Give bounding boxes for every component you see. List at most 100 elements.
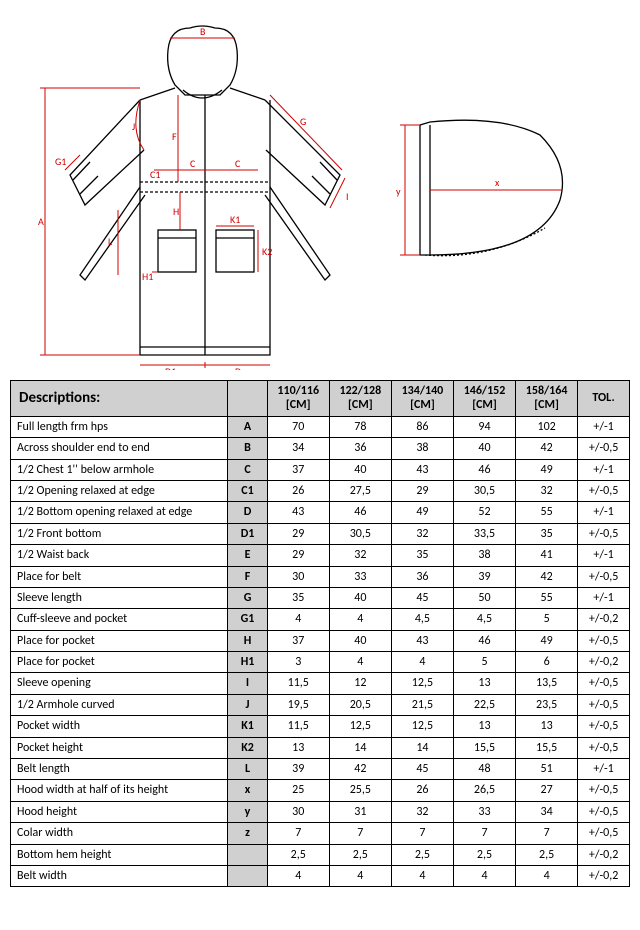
value-cell: 46 <box>329 502 391 523</box>
value-cell: 12,5 <box>391 716 453 737</box>
table-row: Place for pocketH134456+/-0,2 <box>11 652 630 673</box>
value-cell: 36 <box>329 438 391 459</box>
header-tol: TOL. <box>578 381 630 417</box>
value-cell: 37 <box>267 630 329 651</box>
table-row: Bottom hem height2,52,52,52,52,5+/-0,2 <box>11 844 630 865</box>
value-cell: 46 <box>453 459 515 480</box>
value-cell: 20,5 <box>329 694 391 715</box>
header-code-blank <box>228 381 267 417</box>
value-cell: 5 <box>516 609 578 630</box>
header-size-4: 158/164[CM] <box>516 381 578 417</box>
value-cell: 31 <box>329 801 391 822</box>
value-cell: 12 <box>329 673 391 694</box>
value-cell: 39 <box>267 759 329 780</box>
value-cell: 22,5 <box>453 694 515 715</box>
desc-cell: Belt length <box>11 759 228 780</box>
value-cell: 4 <box>391 865 453 886</box>
desc-cell: Pocket width <box>11 716 228 737</box>
table-body: Full length frm hpsA70788694102+/-1Acros… <box>11 416 630 887</box>
table-row: Sleeve openingI11,51212,51313,5+/-0,5 <box>11 673 630 694</box>
desc-cell: Colar width <box>11 823 228 844</box>
table-row: Colar widthz77777+/-0,5 <box>11 823 630 844</box>
value-cell: 2,5 <box>391 844 453 865</box>
value-cell: 26 <box>267 480 329 501</box>
tolerance-cell: +/-1 <box>578 459 630 480</box>
svg-text:A: A <box>38 215 44 228</box>
code-cell: B <box>228 438 267 459</box>
value-cell: 35 <box>267 587 329 608</box>
value-cell: 25,5 <box>329 780 391 801</box>
code-cell: K1 <box>228 716 267 737</box>
value-cell: 78 <box>329 416 391 437</box>
code-cell: F <box>228 566 267 587</box>
value-cell: 86 <box>391 416 453 437</box>
value-cell: 15,5 <box>516 737 578 758</box>
value-cell: 40 <box>329 630 391 651</box>
value-cell: 27,5 <box>329 480 391 501</box>
tolerance-cell: +/-0,5 <box>578 673 630 694</box>
code-cell <box>228 865 267 886</box>
table-header: Descriptions: 110/116[CM] 122/128[CM] 13… <box>11 381 630 417</box>
tolerance-cell: +/-0,5 <box>578 801 630 822</box>
value-cell: 4,5 <box>453 609 515 630</box>
tolerance-cell: +/-0,5 <box>578 780 630 801</box>
value-cell: 2,5 <box>329 844 391 865</box>
value-cell: 41 <box>516 545 578 566</box>
value-cell: 51 <box>516 759 578 780</box>
tolerance-cell: +/-0,5 <box>578 737 630 758</box>
table-row: 1/2 Armhole curvedJ19,520,521,522,523,5+… <box>11 694 630 715</box>
svg-text:x: x <box>495 176 500 189</box>
tolerance-cell: +/-0,5 <box>578 630 630 651</box>
svg-text:K2: K2 <box>262 245 272 258</box>
desc-cell: Place for pocket <box>11 652 228 673</box>
measurements-table: Descriptions: 110/116[CM] 122/128[CM] 13… <box>10 380 630 887</box>
value-cell: 26 <box>391 780 453 801</box>
svg-text:K1: K1 <box>230 213 240 226</box>
value-cell: 33 <box>329 566 391 587</box>
table-row: 1/2 Bottom opening relaxed at edgeD43464… <box>11 502 630 523</box>
value-cell: 30,5 <box>453 480 515 501</box>
desc-cell: 1/2 Front bottom <box>11 523 228 544</box>
tolerance-cell: +/-1 <box>578 502 630 523</box>
value-cell: 42 <box>329 759 391 780</box>
tolerance-cell: +/-1 <box>578 416 630 437</box>
svg-text:y: y <box>396 185 401 198</box>
desc-cell: Sleeve opening <box>11 673 228 694</box>
value-cell: 3 <box>267 652 329 673</box>
desc-cell: Across shoulder end to end <box>11 438 228 459</box>
value-cell: 13 <box>267 737 329 758</box>
tolerance-cell: +/-1 <box>578 545 630 566</box>
value-cell: 32 <box>329 545 391 566</box>
table-row: Pocket widthK111,512,512,51313+/-0,5 <box>11 716 630 737</box>
value-cell: 23,5 <box>516 694 578 715</box>
value-cell: 32 <box>391 523 453 544</box>
header-size-0: 110/116[CM] <box>267 381 329 417</box>
desc-cell: Bottom hem height <box>11 844 228 865</box>
value-cell: 4 <box>453 865 515 886</box>
value-cell: 32 <box>516 480 578 501</box>
table-row: Full length frm hpsA70788694102+/-1 <box>11 416 630 437</box>
tolerance-cell: +/-0,5 <box>578 823 630 844</box>
desc-cell: Cuff-sleeve and pocket <box>11 609 228 630</box>
value-cell: 4 <box>391 652 453 673</box>
desc-cell: 1/2 Chest 1'' below armhole <box>11 459 228 480</box>
value-cell: 25 <box>267 780 329 801</box>
value-cell: 48 <box>453 759 515 780</box>
code-cell: J <box>228 694 267 715</box>
value-cell: 49 <box>516 630 578 651</box>
value-cell: 45 <box>391 587 453 608</box>
code-cell: G1 <box>228 609 267 630</box>
value-cell: 7 <box>391 823 453 844</box>
desc-cell: Hood width at half of its height <box>11 780 228 801</box>
value-cell: 27 <box>516 780 578 801</box>
value-cell: 35 <box>391 545 453 566</box>
tolerance-cell: +/-0,5 <box>578 523 630 544</box>
value-cell: 5 <box>453 652 515 673</box>
table-row: 1/2 Chest 1'' below armholeC3740434649+/… <box>11 459 630 480</box>
code-cell: L <box>228 759 267 780</box>
header-size-3: 146/152[CM] <box>453 381 515 417</box>
hood-sketch: x y <box>390 110 590 290</box>
value-cell: 43 <box>391 459 453 480</box>
value-cell: 7 <box>453 823 515 844</box>
tolerance-cell: +/-0,5 <box>578 694 630 715</box>
